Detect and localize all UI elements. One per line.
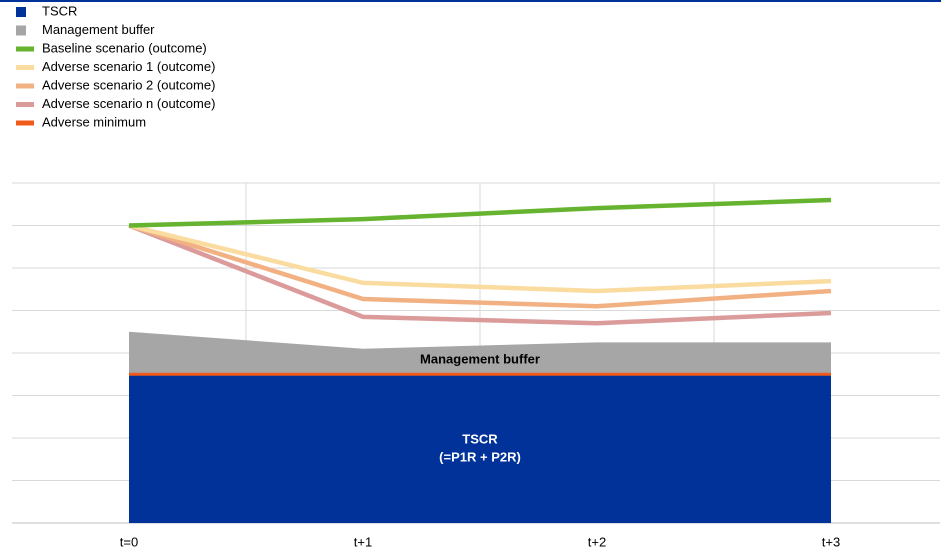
legend-swatch xyxy=(16,120,34,126)
legend-label: TSCR xyxy=(42,3,77,18)
line xyxy=(128,223,832,294)
legend-label: Management buffer xyxy=(42,22,155,37)
annotation: (=P1R + P2R) xyxy=(439,449,521,464)
x-tick-label: t+3 xyxy=(822,534,840,547)
legend-label: Adverse scenario n (outcome) xyxy=(42,96,215,111)
line xyxy=(128,223,832,326)
top-rule xyxy=(0,0,941,2)
legend-swatch xyxy=(16,65,34,70)
legend-label: Baseline scenario (outcome) xyxy=(42,40,207,55)
x-tick-label: t=0 xyxy=(120,534,138,547)
legend-swatch xyxy=(16,7,26,17)
line xyxy=(128,197,832,228)
line xyxy=(128,223,832,309)
annotation: TSCR xyxy=(462,431,498,446)
legend-label: Adverse scenario 1 (outcome) xyxy=(42,59,215,74)
legend-swatch xyxy=(16,46,34,52)
legend-swatch xyxy=(16,102,34,107)
legend-swatch xyxy=(16,25,26,36)
x-tick-label: t+1 xyxy=(354,534,372,547)
annotation: Management buffer xyxy=(420,351,540,366)
area xyxy=(129,331,831,375)
x-tick-label: t+2 xyxy=(588,534,606,547)
legend-label: Adverse scenario 2 (outcome) xyxy=(42,77,215,92)
legend-label: Adverse minimum xyxy=(42,114,146,129)
area xyxy=(129,374,831,523)
legend-swatch xyxy=(16,83,34,89)
